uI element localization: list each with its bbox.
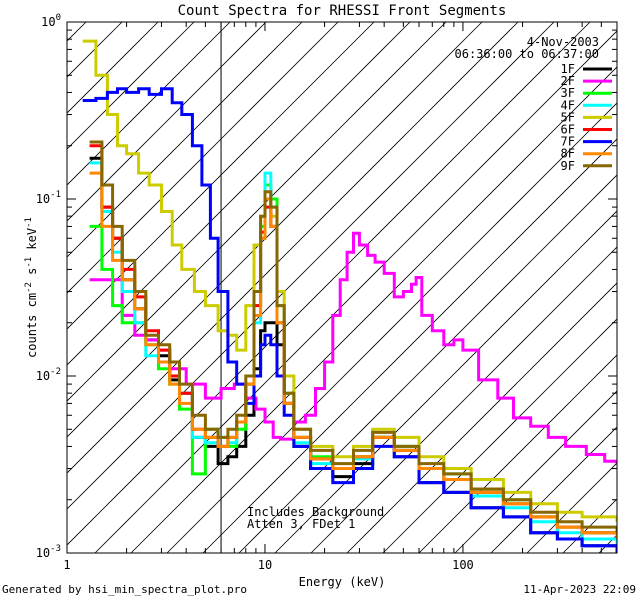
hatch-line <box>94 30 617 553</box>
hatch-line <box>67 22 231 186</box>
hatch-line <box>454 390 617 553</box>
hatch-line <box>418 354 617 553</box>
legend-label-5F: 5F <box>561 110 575 124</box>
x-tick-label: 100 <box>452 558 474 572</box>
text-layer: 1 10 100 10-3 10-2 10-1 100 Count Spectra for R… <box>24 3 612 589</box>
series-line-2F <box>89 231 617 464</box>
plot-frame <box>66 21 618 554</box>
legend-label-9F: 9F <box>561 159 575 173</box>
legend-label-8F: 8F <box>561 147 575 161</box>
hatch-line <box>67 22 195 150</box>
hatch-line <box>238 174 617 553</box>
footer-timestamp: 11-Apr-2023 22:09 <box>523 583 636 596</box>
hatch-line <box>67 22 591 546</box>
series-layer <box>82 39 617 553</box>
hatch-line <box>635 22 640 553</box>
time-range-label: 06:36:00 to 06:37:00 <box>455 47 600 61</box>
hatch-line <box>67 22 411 366</box>
hatch-line <box>67 22 447 402</box>
hatch-line <box>598 534 617 553</box>
y-axis-label: counts cm-2 s-1 keV-1 <box>24 217 39 358</box>
hatch-line <box>67 22 339 294</box>
hatch-line <box>310 246 617 553</box>
hatch-line <box>67 22 123 78</box>
hatch-line <box>202 138 617 553</box>
y-tick-label: 10-2 <box>36 367 61 383</box>
hatch-line <box>67 22 303 258</box>
hatch-line <box>526 462 617 553</box>
hatch-line <box>0 22 14 553</box>
hatch-line <box>382 318 617 553</box>
y-tick-label: 100 <box>41 13 61 29</box>
x-tick-label: 10 <box>258 558 272 572</box>
hatch-line <box>490 426 617 553</box>
hatch-line <box>67 22 555 510</box>
legend-label-1F: 1F <box>561 62 575 76</box>
y-tick-label: 10-3 <box>36 544 61 560</box>
legend-label-7F: 7F <box>561 135 575 149</box>
x-tick-label: 1 <box>63 558 70 572</box>
hatch-line <box>67 22 483 438</box>
hatch-line <box>67 22 267 222</box>
legend-label-2F: 2F <box>561 74 575 88</box>
x-axis-label: Energy (keV) <box>299 575 386 589</box>
annotation-line: Includes Background <box>247 505 384 519</box>
legend-label-4F: 4F <box>561 98 575 112</box>
hatch-line <box>67 22 519 474</box>
legend-label-3F: 3F <box>561 86 575 100</box>
y-tick-label: 10-1 <box>36 190 61 206</box>
hatch-line <box>67 22 375 330</box>
chart-title: Count Spectra for RHESSI Front Segments <box>178 3 507 19</box>
series-line-7F <box>82 87 617 553</box>
hatch-line <box>67 22 87 42</box>
date-label: 4-Nov-2003 <box>527 35 599 49</box>
footer-generated-text: Generated by hsi_min_spectra_plot.pro <box>2 583 248 596</box>
series-line-9F <box>89 140 617 533</box>
axes-layer <box>66 21 618 554</box>
annotation-line: Atten 3, FDet 1 <box>247 517 355 531</box>
hatch-line <box>166 102 617 553</box>
hatch-line <box>67 22 159 114</box>
legend-label-6F: 6F <box>561 123 575 137</box>
